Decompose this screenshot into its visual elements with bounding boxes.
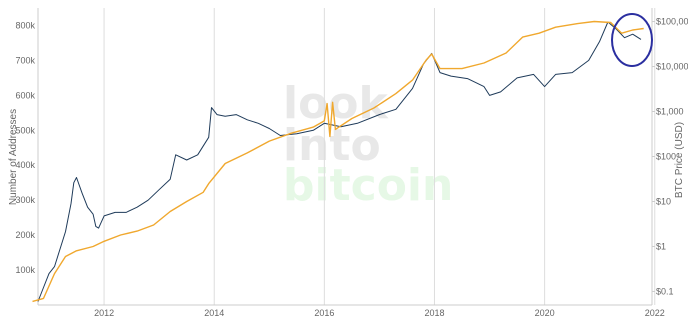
watermark-line-3: bitcoin (283, 160, 453, 211)
y-left-tick-label: 300k (15, 195, 35, 205)
x-tick-label: 2014 (204, 308, 224, 318)
x-tick-label: 2016 (314, 308, 334, 318)
watermark-line-2: into (283, 120, 381, 171)
x-tick-label: 2022 (645, 308, 665, 318)
watermark-line-1: look (283, 78, 390, 129)
series (32, 20, 644, 303)
y-right-tick-label: $0.1 (656, 286, 674, 296)
y-left-tick-label: 800k (15, 20, 35, 30)
y-left-tick-label: 500k (15, 125, 35, 135)
axes: 2012 2014 2016 2018 2020 2022 100k 200k 300k 400k… (15, 8, 688, 318)
annotation-circle (611, 13, 653, 67)
y-left-tick-label: 100k (15, 265, 35, 275)
y-right-tick-label: $10,000 (656, 62, 688, 72)
x-tick-label: 2020 (535, 308, 555, 318)
y-right-tick-label: $1 (656, 241, 666, 251)
x-tick-label: 2018 (424, 308, 444, 318)
y-left-tick-label: 600k (15, 90, 35, 100)
y-right-tick-label: $100 (656, 152, 676, 162)
y-left-tick-label: 700k (15, 55, 35, 65)
y-right-tick-label: $100,000 (656, 17, 688, 27)
series-line-price (32, 20, 644, 303)
x-tick-label: 2012 (94, 308, 114, 318)
y-axis-left-title: Number of Addresses (8, 109, 19, 205)
y-right-tick-label: $1,000 (656, 107, 684, 117)
y-left-tick-label: 400k (15, 160, 35, 170)
y-left-tick-label: 200k (15, 230, 35, 240)
series-line-addresses (37, 21, 642, 302)
y-right-tick-label: $10 (656, 196, 671, 206)
watermark: look into bitcoin (283, 78, 453, 211)
y-axis-right-title: BTC Price (USD) (674, 122, 685, 198)
